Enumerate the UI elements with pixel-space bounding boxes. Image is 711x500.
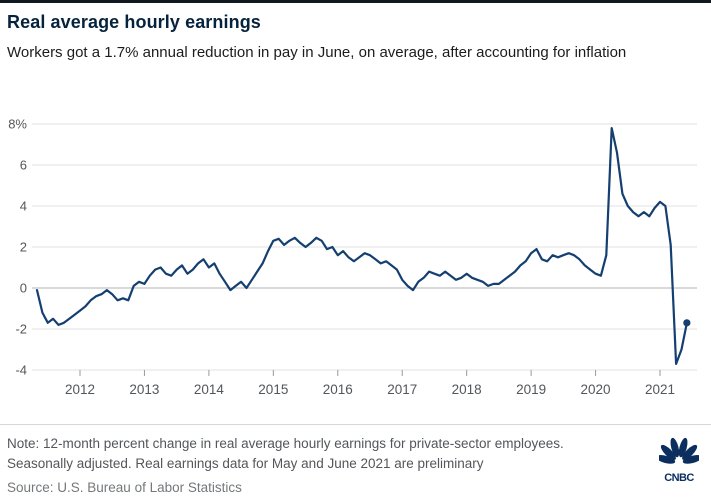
- x-tick-label: 2014: [194, 382, 225, 397]
- x-tick-label: 2012: [65, 382, 95, 397]
- x-tick-label: 2018: [452, 382, 482, 397]
- cnbc-wordmark: CNBC: [664, 472, 694, 484]
- y-tick-label: 6: [20, 158, 27, 173]
- chart-note: Note: 12-month percent change in real av…: [7, 436, 564, 471]
- page-title: Real average hourly earnings: [7, 12, 261, 32]
- x-tick-label: 2019: [516, 382, 546, 397]
- top-border: [0, 0, 711, 3]
- cnbc-logo: CNBC: [659, 437, 699, 484]
- x-tick-label: 2016: [323, 382, 353, 397]
- x-tick-label: 2017: [387, 382, 417, 397]
- chart-footer: Note: 12-month percent change in real av…: [0, 424, 711, 495]
- chart-subtitle: Workers got a 1.7% annual reduction in p…: [7, 44, 627, 61]
- y-tick-label: 0: [20, 281, 27, 296]
- x-tick-label: 2021: [645, 382, 675, 397]
- y-tick-label: 8%: [8, 117, 27, 132]
- x-tick-label: 2013: [129, 382, 159, 397]
- y-tick-label: -4: [15, 363, 27, 378]
- peacock-icon: [659, 437, 699, 464]
- y-tick-label: 2: [20, 240, 27, 255]
- y-tick-label: -2: [15, 322, 27, 337]
- y-tick-label: 4: [20, 199, 27, 214]
- data-line: [35, 127, 688, 365]
- end-point-dot: [683, 319, 691, 327]
- chart-header: Real average hourly earnings Workers got…: [7, 12, 701, 63]
- line-chart: 8% 6 4 2 0 -2 -4 2012 2013 2014 2015 2016 2017 2018 20…: [8, 117, 697, 397]
- chart-source: Source: U.S. Bureau of Labor Statistics: [7, 480, 242, 496]
- x-tick-label: 2015: [258, 382, 288, 397]
- x-tick-label: 2020: [581, 382, 611, 397]
